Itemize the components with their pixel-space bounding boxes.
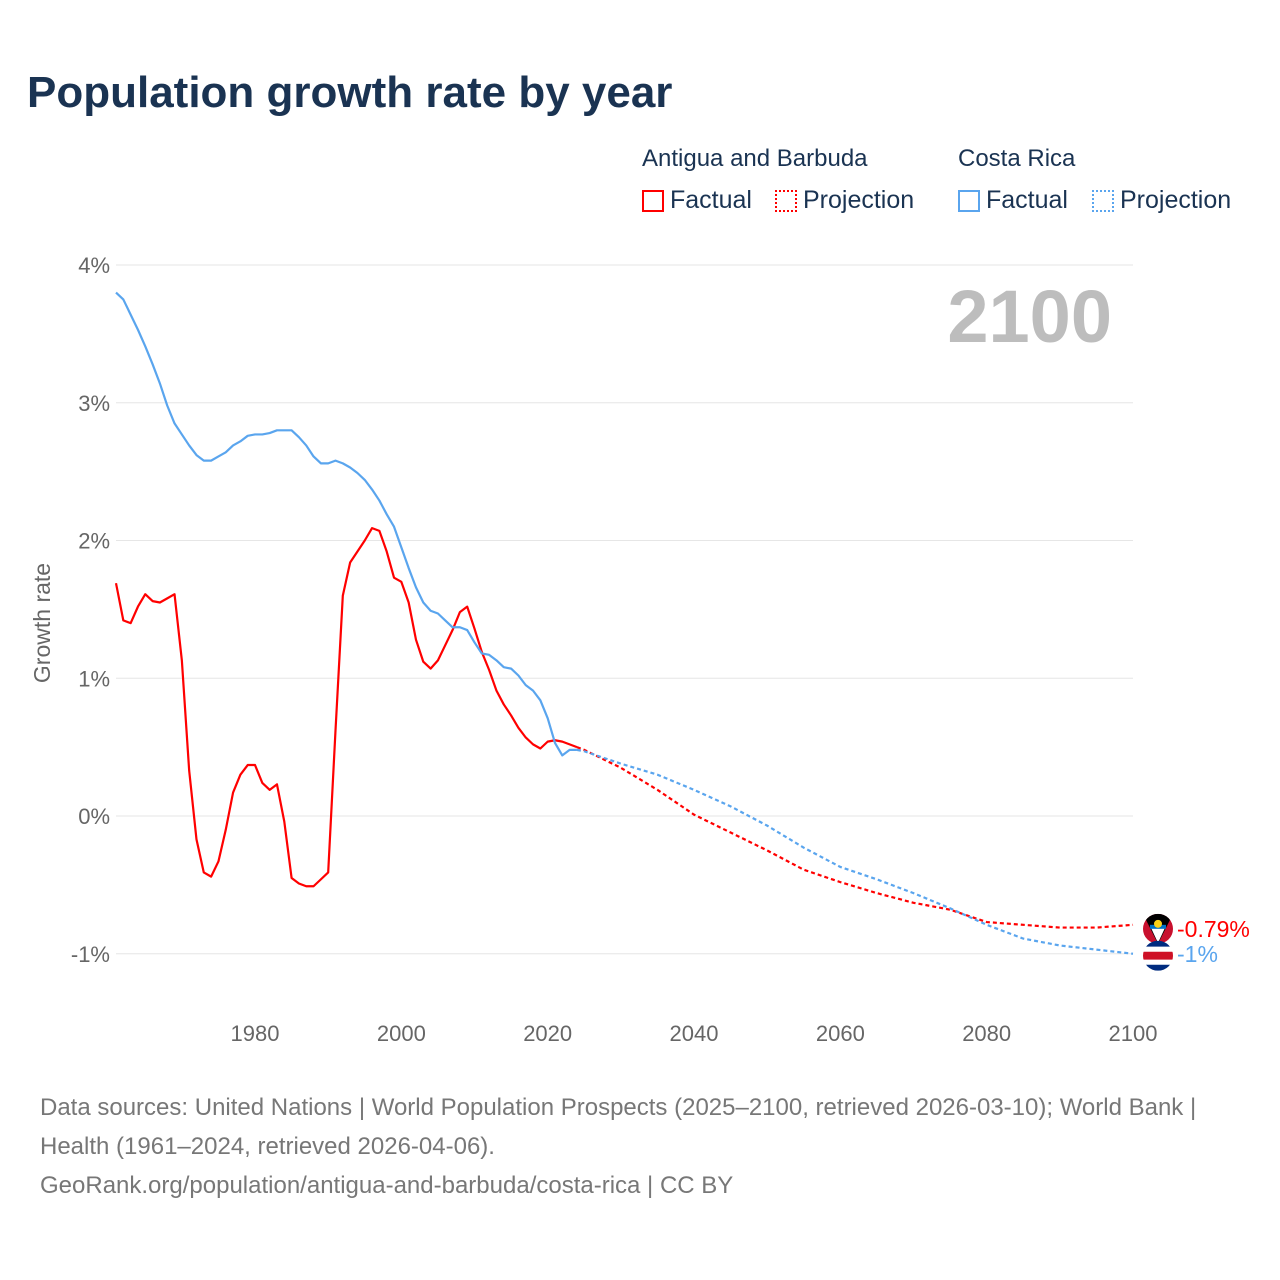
flag-sun bbox=[1154, 919, 1162, 928]
legend-label: Factual bbox=[986, 186, 1068, 214]
y-tick-label: 3% bbox=[78, 391, 110, 416]
projection-line-costa-rica bbox=[576, 748, 1134, 955]
end-label-costa-rica: -1% bbox=[1177, 941, 1218, 967]
x-tick-label: 2080 bbox=[962, 1021, 1011, 1046]
legend-label: Projection bbox=[803, 186, 915, 214]
end-label-antigua-and-barbuda: -0.79% bbox=[1177, 916, 1250, 942]
page-title: Population growth rate by year bbox=[27, 68, 673, 117]
y-axis-label: Growth rate bbox=[29, 563, 55, 683]
legend-swatch-solid bbox=[642, 189, 664, 212]
legend-label: Projection bbox=[1120, 186, 1232, 214]
flag-white bbox=[1151, 927, 1165, 943]
x-tick-label: 2040 bbox=[670, 1021, 719, 1046]
flag-stripe bbox=[1143, 946, 1173, 952]
x-tick-label: 2020 bbox=[523, 1021, 572, 1046]
y-tick-label: 2% bbox=[78, 529, 110, 554]
footer: Data sources: United Nations | World Pop… bbox=[40, 1088, 1240, 1205]
factual-line-costa-rica bbox=[115, 291, 577, 757]
legend-swatch-dotted bbox=[775, 189, 797, 212]
legend-costa-rica-factual[interactable]: Factual bbox=[958, 186, 1068, 215]
legend-antigua-factual[interactable]: Factual bbox=[642, 186, 752, 215]
flag-stripe bbox=[1143, 940, 1173, 947]
x-tick-label: 2060 bbox=[816, 1021, 865, 1046]
projection-line-antigua-and-barbuda bbox=[576, 746, 1134, 929]
flag-costa-rica-icon bbox=[1143, 940, 1173, 971]
data-sources: Data sources: United Nations | World Pop… bbox=[40, 1094, 1197, 1160]
y-tick-label: 0% bbox=[78, 804, 110, 829]
y-tick-label: 1% bbox=[78, 666, 110, 691]
flag-stripe bbox=[1143, 951, 1173, 960]
line-chart: 4% 3% 2% 1% 0% -1% 1980 2000 2020 2040 2060 2080 210… bbox=[29, 253, 1250, 1046]
flag-stripe bbox=[1143, 964, 1173, 971]
legend-swatch-solid bbox=[958, 189, 980, 212]
legend-antigua-projection[interactable]: Projection bbox=[775, 186, 914, 215]
x-tick-label: 2000 bbox=[377, 1021, 426, 1046]
legend-label: Factual bbox=[670, 186, 752, 214]
year-watermark: 2100 bbox=[947, 275, 1112, 358]
attribution-link[interactable]: GeoRank.org/population/antigua-and-barbu… bbox=[40, 1172, 734, 1199]
legend-swatch-dotted bbox=[1092, 189, 1114, 212]
flag-body bbox=[1143, 940, 1173, 971]
legend-country-costa-rica: Costa Rica bbox=[958, 145, 1076, 172]
flag-body bbox=[1143, 913, 1173, 944]
y-tick-label: 4% bbox=[78, 253, 110, 278]
y-tick-label: -1% bbox=[71, 942, 110, 967]
x-tick-label: 1980 bbox=[231, 1021, 280, 1046]
x-tick-label: 2100 bbox=[1109, 1021, 1158, 1046]
legend-costa-rica-projection[interactable]: Projection bbox=[1092, 186, 1231, 215]
flag-stripe bbox=[1143, 959, 1173, 965]
legend-country-antigua: Antigua and Barbuda bbox=[642, 145, 868, 172]
factual-line-antigua-and-barbuda bbox=[114, 527, 578, 888]
flag-antigua-and-barbuda-icon bbox=[1143, 913, 1173, 944]
